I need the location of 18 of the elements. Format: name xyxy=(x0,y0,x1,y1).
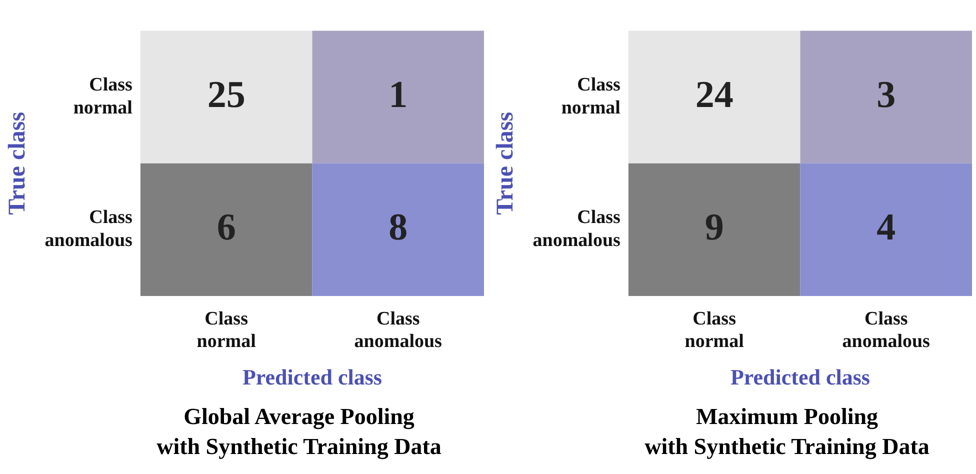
text: Maximum Pooling with Synthetic Training Data xyxy=(644,403,930,462)
data-label: 24 xyxy=(695,74,734,116)
x-axis-title: Predicted class xyxy=(730,364,870,390)
data-label: 3 xyxy=(876,74,896,116)
y-axis-title: True class xyxy=(492,112,519,215)
x-tick-label: Class anomalous xyxy=(842,308,930,352)
data-label: 1 xyxy=(388,74,408,116)
x-tick-label: Class normal xyxy=(684,308,744,352)
y-axis-title: True class xyxy=(4,112,31,215)
data-label: 25 xyxy=(207,74,246,116)
x-axis-title: Predicted class xyxy=(242,364,382,390)
text: Global Average Pooling with Synthetic Training Data xyxy=(156,403,442,462)
data-label: 6 xyxy=(216,206,236,249)
data-label: 8 xyxy=(388,206,408,249)
data-label: 4 xyxy=(876,206,896,249)
data-label: 9 xyxy=(704,206,724,249)
x-tick-label: Class anomalous xyxy=(354,308,442,352)
x-tick-label: Class normal xyxy=(196,308,256,352)
